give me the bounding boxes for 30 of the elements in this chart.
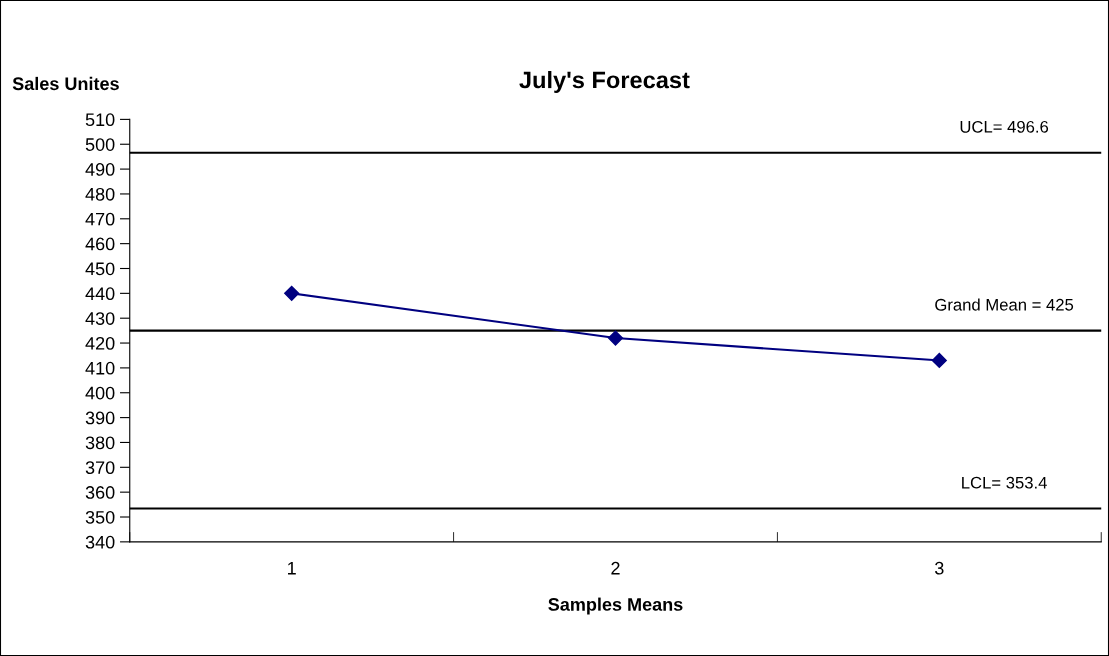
y-tick-label: 500 — [85, 138, 115, 151]
x-tick-label: 1 — [288, 561, 296, 575]
x-tick-label: 3 — [934, 561, 944, 575]
y-tick-label: 430 — [85, 312, 115, 325]
y-tick-label: 460 — [85, 237, 115, 251]
point — [607, 330, 624, 346]
point — [284, 285, 300, 301]
ref-line-label: Grand Mean = 425 — [935, 298, 1074, 311]
y-tick-label: 420 — [85, 336, 115, 350]
y-tick-label: 470 — [85, 212, 115, 226]
y-tick-label: 350 — [85, 510, 115, 524]
x-axis-title: Samples Means — [548, 597, 683, 615]
y-tick-label: 390 — [85, 411, 115, 425]
ref-line-label: UCL= 496.6 — [960, 120, 1049, 133]
y-tick-label: 340 — [85, 535, 115, 549]
x-tick-label: 2 — [611, 561, 620, 575]
y-tick-label: 450 — [85, 262, 115, 276]
y-tick-label: 380 — [85, 436, 115, 450]
y-tick-label: 510 — [85, 113, 115, 127]
point — [931, 352, 947, 369]
y-tick-label: 440 — [85, 287, 115, 301]
chart-title: July's Forecast — [519, 71, 690, 93]
ref-line-label: LCL= 353.4 — [962, 476, 1047, 489]
y-tick-label: 410 — [85, 361, 115, 375]
y-tick-label: 480 — [85, 187, 115, 201]
y-axis-title: Sales Unites — [12, 76, 119, 91]
y-tick-label: 370 — [85, 461, 115, 475]
y-tick-label: 490 — [85, 163, 115, 176]
y-tick-label: 360 — [85, 486, 115, 499]
y-tick-label: 400 — [85, 386, 115, 400]
